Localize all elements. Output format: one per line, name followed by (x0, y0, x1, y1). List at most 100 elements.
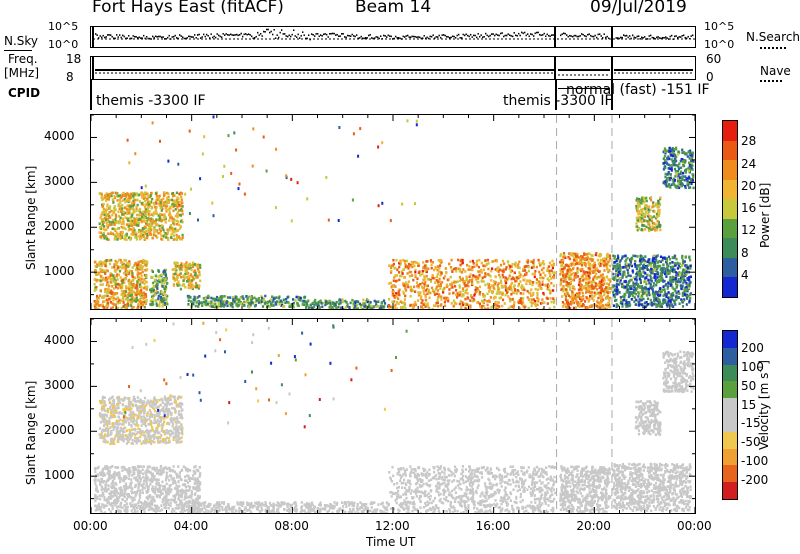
velocity-colorbar-swatch-0 (723, 482, 737, 499)
cpid-mode-1: themis -3300 IF (96, 93, 206, 109)
date-title: 09/Jul/2019 (590, 0, 687, 17)
nsky-label: N.Sky (4, 34, 39, 48)
power-region-8 (612, 254, 692, 309)
nsky-bottom-tick: 10^0 (48, 38, 79, 51)
velocity-colorbar-tick-2: -50 (741, 435, 761, 450)
power-colorbar-swatch-5 (723, 179, 737, 200)
time-tick-6: 00:00 (677, 519, 712, 533)
velocity-region-0 (93, 465, 202, 513)
velocity-colorbar-label: Velocity [m s-1] (756, 360, 771, 450)
power-colorbar-swatch-6 (723, 160, 737, 180)
nsearch-top-tick: 10^5 (704, 20, 735, 33)
power-scatter (126, 115, 418, 223)
cpid-label: CPID (8, 86, 41, 100)
power-region-2 (171, 261, 202, 291)
velocity-heatmap (91, 319, 695, 513)
power-colorbar-tick-5: 24 (741, 156, 757, 171)
velocity-colorbar-swatch-2 (723, 448, 737, 466)
velocity-colorbar-swatch-1 (723, 465, 737, 483)
velocity-ytick-1: 2000 (44, 423, 75, 438)
power-colorbar-tick-4: 20 (741, 178, 757, 193)
nave-bottom-tick: 0 (706, 70, 714, 84)
power-plot (90, 114, 696, 310)
velocity-ylabel: Slant Range [km] (24, 380, 38, 485)
power-ytick-0: 1000 (44, 264, 75, 279)
nsearch-bottom-tick: 10^0 (704, 38, 735, 51)
power-region-3 (98, 191, 184, 242)
power-colorbar (722, 120, 738, 298)
power-heatmap (91, 115, 695, 309)
freq-bottom-tick: 8 (66, 70, 74, 84)
power-region-4 (186, 294, 307, 309)
velocity-scatter (122, 321, 408, 429)
velocity-colorbar-swatch-8 (723, 347, 737, 365)
power-region-0 (93, 258, 149, 309)
power-colorbar-swatch-4 (723, 199, 737, 219)
velocity-region-6 (634, 399, 662, 436)
power-colorbar-tick-3: 16 (741, 201, 757, 215)
beam-title: Beam 14 (355, 0, 432, 17)
velocity-ytick-2: 3000 (44, 378, 75, 393)
power-colorbar-swatch-0 (723, 277, 737, 297)
velocity-colorbar-swatch-5 (723, 398, 737, 416)
time-tick-3: 12:00 (375, 519, 410, 533)
noise-trace (92, 27, 695, 47)
power-colorbar-tick-2: 12 (741, 223, 757, 238)
nsearch-legend-line (760, 47, 786, 49)
power-colorbar-swatch-3 (723, 218, 737, 239)
velocity-region-1 (98, 395, 184, 446)
cpid-mode-2: themis -3300 IF (503, 93, 613, 109)
velocity-colorbar-swatch-3 (723, 431, 737, 449)
nave-legend-line (760, 80, 782, 82)
velocity-plot (90, 318, 696, 514)
velocity-colorbar-tick-6: 100 (741, 359, 764, 374)
noise-panel (90, 26, 696, 48)
radar-title: Fort Hays East (fitACF) (92, 0, 284, 17)
power-region-9 (635, 196, 662, 233)
power-region-7 (559, 252, 612, 309)
velocity-colorbar-tick-4: 15 (741, 397, 757, 412)
power-colorbar-swatch-8 (723, 120, 737, 141)
velocity-region-5 (612, 462, 693, 513)
time-axis-label: Time UT (366, 535, 416, 549)
velocity-colorbar-swatch-9 (723, 331, 737, 348)
cpid-row (90, 80, 696, 112)
freq-trace (92, 57, 693, 79)
time-tick-5: 20:00 (576, 519, 611, 533)
power-colorbar-tick-1: 8 (741, 245, 749, 260)
power-colorbar-swatch-1 (723, 257, 737, 278)
freq-label: Freq. (8, 52, 38, 66)
power-ytick-1: 2000 (44, 219, 75, 234)
freq-panel (90, 56, 696, 80)
power-region-10 (662, 146, 695, 190)
velocity-colorbar-swatch-4 (723, 415, 737, 432)
power-region-6 (388, 258, 556, 309)
time-tick-0: 00:00 (73, 519, 108, 533)
noise-points (95, 28, 694, 41)
time-tick-2: 08:00 (274, 519, 309, 533)
velocity-ytick-0: 1000 (44, 468, 75, 483)
velocity-region-7 (662, 350, 695, 394)
power-region-5 (305, 298, 391, 309)
velocity-colorbar-tick-5: 50 (741, 378, 757, 393)
velocity-ytick-3: 4000 (44, 333, 75, 348)
velocity-region-2 (186, 500, 391, 513)
power-colorbar-swatch-2 (723, 238, 737, 258)
cpid-mode-3: normal (fast) -151 IF (566, 82, 710, 98)
nave-line (95, 72, 693, 76)
power-colorbar-label: Power [dB] (758, 182, 772, 248)
nsky-top-tick: 10^5 (48, 20, 79, 33)
power-colorbar-tick-0: 4 (741, 267, 749, 282)
power-colorbar-tick-6: 28 (741, 134, 757, 149)
nave-top-tick: 60 (706, 52, 722, 66)
velocity-colorbar-tick-3: -15 (741, 416, 761, 431)
velocity-colorbar-tick-7: 200 (741, 340, 764, 355)
power-region-1 (148, 268, 169, 308)
time-tick-4: 16:00 (475, 519, 511, 533)
velocity-region-3 (388, 465, 557, 513)
nave-label: Nave (760, 64, 791, 78)
freq-top-tick: 18 (66, 52, 82, 66)
velocity-colorbar-tick-0: -200 (741, 473, 769, 488)
power-colorbar-swatch-7 (723, 140, 737, 161)
nsearch-label: N.Search (746, 30, 800, 44)
